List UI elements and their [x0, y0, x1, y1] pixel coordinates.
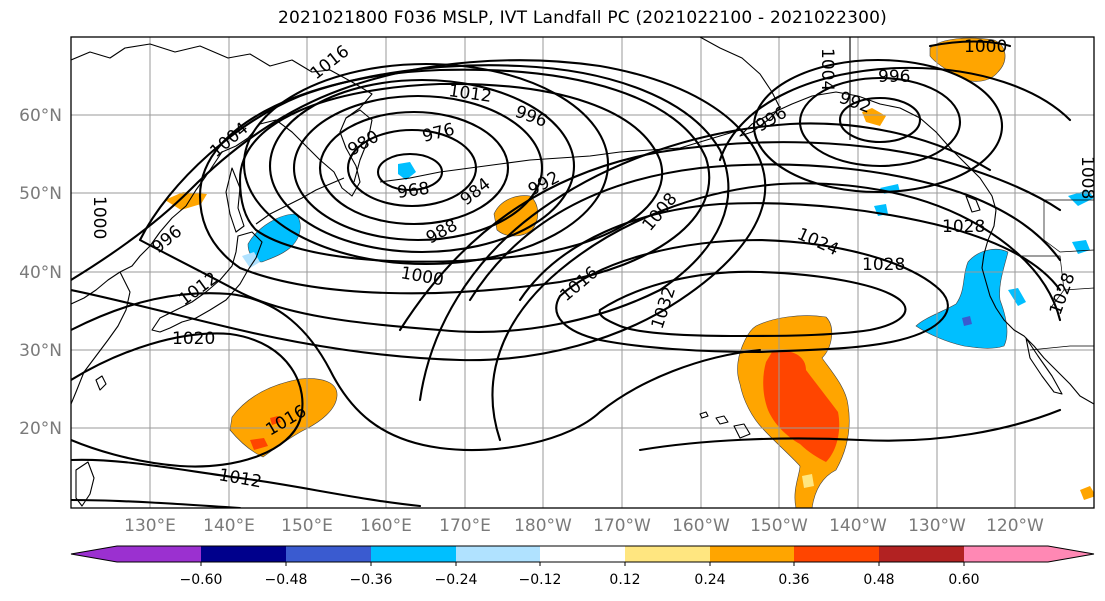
negative-anomaly-region	[962, 316, 972, 326]
negative-anomaly-region	[1068, 190, 1094, 206]
positive-anomaly-region	[270, 416, 281, 425]
mslp-contours	[71, 40, 1072, 508]
colorbar-tick-label: −0.60	[180, 572, 223, 588]
longitude-labels: 130°E 140°E 150°E 160°E 170°E 180°W 170°…	[124, 516, 1044, 536]
contour-label: 1028	[942, 217, 985, 237]
colorbar-tick-label: −0.24	[435, 572, 478, 588]
contour-label: 996	[878, 67, 910, 87]
colorbar-tick-label: −0.12	[519, 572, 562, 588]
lon-label: 150°W	[750, 516, 808, 536]
shading-layer	[165, 37, 1094, 508]
colorbar-segment	[625, 546, 710, 562]
positive-anomaly-region	[862, 108, 886, 126]
colorbar-tick-label: −0.48	[265, 572, 308, 588]
positive-anomaly-region	[229, 378, 338, 458]
colorbar-segment	[286, 546, 371, 562]
lon-label: 140°E	[203, 516, 255, 536]
colorbar-segment	[794, 546, 879, 562]
colorbar-tick-label: −0.36	[350, 572, 393, 588]
positive-anomaly-region	[1080, 486, 1094, 500]
lon-label: 120°W	[986, 516, 1044, 536]
colorbar-tick-label: 0.12	[609, 572, 640, 588]
lon-label: 160°W	[672, 516, 730, 536]
lon-label: 160°E	[360, 516, 412, 536]
colorbar-segment	[371, 546, 456, 562]
colorbar-segment	[710, 546, 794, 562]
lon-label: 180°W	[514, 516, 572, 536]
lon-label: 150°E	[281, 516, 333, 536]
contour-label: 968	[396, 179, 431, 203]
positive-anomaly-region	[250, 438, 268, 450]
lon-label: 170°E	[439, 516, 491, 536]
lat-label: 30°N	[19, 341, 62, 361]
lat-label: 20°N	[19, 419, 62, 439]
coastlines	[71, 37, 1094, 507]
contour-label: 1008	[1077, 156, 1097, 199]
colorbar-segment	[201, 546, 286, 562]
colorbar-tick-label: 0.60	[948, 572, 979, 588]
colorbar-segment	[71, 546, 201, 562]
positive-anomaly-region	[763, 350, 840, 462]
colorbar-segment	[540, 546, 625, 562]
latitude-labels: 60°N 50°N 40°N 30°N 20°N	[19, 106, 62, 439]
colorbar-tick-label: 0.48	[863, 572, 894, 588]
colorbar: −0.60 −0.48 −0.36 −0.24 −0.12 0.12 0.24 …	[70, 545, 1095, 588]
lon-label: 170°W	[593, 516, 651, 536]
contour-label: 1000	[89, 196, 109, 239]
colorbar-tick-label: 0.36	[778, 572, 809, 588]
lat-label: 50°N	[19, 184, 62, 204]
negative-anomaly-region	[1008, 288, 1026, 306]
contour-label: 1004	[817, 48, 837, 91]
contour-label: 1020	[172, 329, 215, 349]
contour-label: 1000	[964, 37, 1007, 57]
contour-label: 1028	[862, 255, 905, 275]
colorbar-segment	[964, 546, 1094, 562]
lon-label: 130°W	[908, 516, 966, 536]
lon-label: 140°W	[829, 516, 887, 536]
map-frame	[70, 36, 1095, 509]
map-title: 2021021800 F036 MSLP, IVT Landfall PC (2…	[278, 8, 887, 28]
political-borders	[1020, 199, 1094, 351]
colorbar-tick-label: 0.24	[694, 572, 725, 588]
colorbar-segment	[879, 546, 964, 562]
positive-anomaly-region	[802, 474, 814, 488]
positive-anomaly-region	[165, 192, 207, 210]
negative-anomaly-region	[398, 162, 416, 180]
graticule	[71, 37, 1094, 508]
lat-label: 40°N	[19, 263, 62, 283]
lat-label: 60°N	[19, 106, 62, 126]
map-layer	[71, 37, 1094, 508]
colorbar-outline	[70, 545, 1095, 563]
colorbar-ticks	[200, 562, 965, 566]
lon-label: 130°E	[124, 516, 176, 536]
negative-anomaly-region	[242, 252, 260, 268]
colorbar-segment	[456, 546, 540, 562]
